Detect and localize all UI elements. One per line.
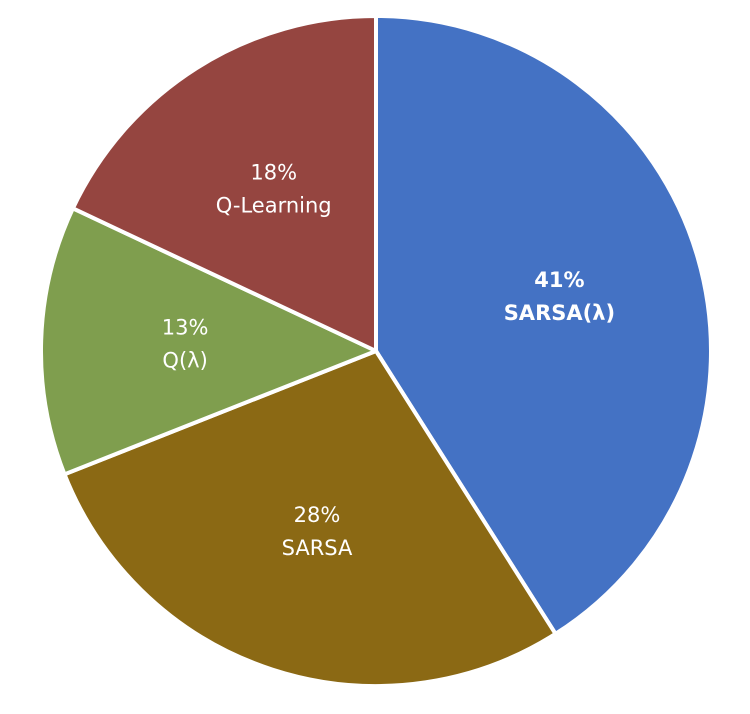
pie-slice-sarsa [62, 349, 558, 688]
pie-slices [39, 14, 713, 688]
pie-category-label-q-learning: Q-Learning [216, 193, 332, 217]
pie-slice-q-learning [70, 14, 378, 353]
pie-category-label-sarsa: SARSA(λ) [504, 301, 615, 325]
pie-value-label-q-learning: 18% [250, 160, 297, 184]
pie-value-label-q: 13% [162, 316, 209, 340]
pie-value-label-sarsa: 41% [534, 268, 584, 292]
pie-category-label-q: Q(λ) [162, 349, 207, 373]
pie-category-label-sarsa: SARSA [282, 536, 353, 560]
pie-labels: 41% SARSA(λ) 28% SARSA 13% Q(λ) 18% Q-Learning [162, 160, 615, 560]
pie-slice-q [39, 206, 378, 477]
pie-value-label-sarsa: 28% [294, 503, 341, 527]
